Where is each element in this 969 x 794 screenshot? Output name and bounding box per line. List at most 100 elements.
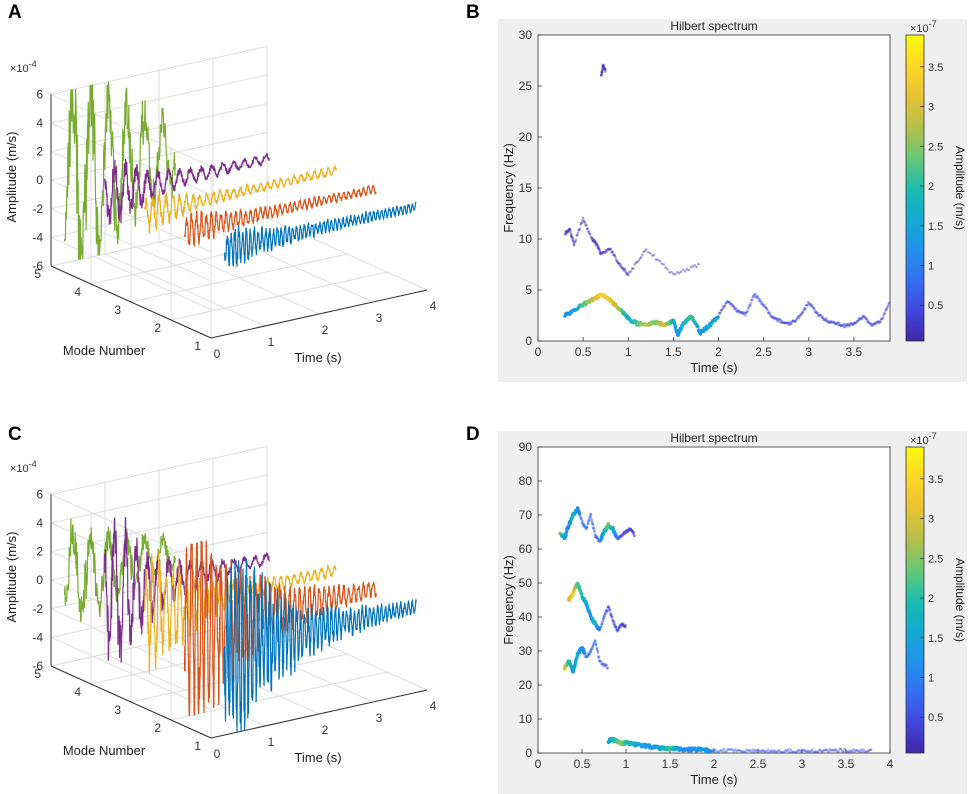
spectrum-point <box>754 748 757 752</box>
spectrum-point <box>589 235 593 239</box>
spectrum-point <box>601 252 604 255</box>
spectrum-point <box>618 624 621 627</box>
spectrum-point <box>768 311 771 314</box>
spectrum-point <box>622 625 626 629</box>
colorbar-label: Amplitude (m/s) <box>953 558 967 642</box>
spectrum-point <box>585 655 588 658</box>
mode-tick-label: 5 <box>34 667 41 681</box>
spectrum-point <box>594 241 598 244</box>
spectrum-point <box>712 749 716 753</box>
spectrum-point <box>617 261 620 265</box>
spectrum-point <box>617 536 620 539</box>
spectrum-point <box>574 240 577 243</box>
mode-tick-label: 1 <box>194 739 201 753</box>
spectrum-point <box>603 613 607 616</box>
spectrum-point <box>599 625 603 628</box>
amplitude-tick-label: 0 <box>36 573 43 587</box>
spectrum-point <box>749 302 752 305</box>
spectrum-point <box>859 316 863 320</box>
spectrum-point <box>877 321 881 325</box>
spectrum-point <box>739 310 742 314</box>
spectrum-point <box>609 613 612 617</box>
spectrum-point <box>597 656 600 659</box>
spectrum-point <box>818 314 821 317</box>
spectrum-point <box>817 313 821 317</box>
spectrum-point <box>583 220 586 224</box>
spectrum-point <box>710 749 714 752</box>
spectrum-point <box>871 324 874 328</box>
spectrum-point <box>807 749 810 753</box>
spectrum-point <box>611 618 614 621</box>
spectrum-point <box>737 309 740 313</box>
floor-grid-time-line <box>158 241 320 315</box>
spectrum-point <box>800 749 804 752</box>
spectrum-point <box>624 530 627 533</box>
spectrum-point <box>767 311 771 315</box>
spectrum-point <box>603 251 606 254</box>
x-tick-label: 2 <box>715 345 722 359</box>
spectrum-point <box>595 644 598 647</box>
spectrum-point <box>757 299 761 303</box>
spectrum-point <box>735 310 738 313</box>
chart-title: Hilbert spectrum <box>670 431 757 445</box>
spectrum-point <box>833 321 836 325</box>
spectrum-point <box>820 316 823 320</box>
spectrum-point <box>776 318 780 321</box>
spectrum-point <box>681 268 685 271</box>
spectrum-point <box>781 321 785 325</box>
spectrum-point <box>595 647 599 650</box>
spectrum-point <box>606 606 610 609</box>
spectrum-point <box>744 311 748 315</box>
spectrum-point <box>858 750 862 754</box>
spectrum-point <box>768 313 772 316</box>
spectrum-point <box>827 750 830 753</box>
spectrum-trace-2 <box>563 216 700 276</box>
spectrum-point <box>760 749 764 752</box>
spectrum-point <box>593 529 596 533</box>
x-axis-label: Time (s) <box>690 772 737 787</box>
spectrum-point <box>595 535 598 539</box>
spectrum-point <box>566 229 569 233</box>
spectrum-point <box>574 238 578 241</box>
spectrum-point <box>616 537 620 541</box>
spectrum-point <box>752 294 756 298</box>
spectrum-point <box>581 522 585 526</box>
spectrum-point <box>876 320 880 323</box>
spectrum-point <box>771 316 774 320</box>
spectrum-point <box>715 750 718 753</box>
spectrum-point <box>815 310 818 314</box>
spectrum-point <box>731 303 734 307</box>
spectrum-point <box>802 308 805 312</box>
spectrum-point <box>726 300 730 304</box>
y-tick-label: 0 <box>525 746 532 760</box>
spectrum-point <box>632 267 635 270</box>
spectrum-point <box>572 243 576 247</box>
spectrum-point <box>601 250 605 254</box>
spectrum-point <box>836 321 840 325</box>
y-tick-label: 25 <box>519 79 533 93</box>
spectrum-point <box>615 628 619 631</box>
plot-area <box>537 446 891 754</box>
spectrum-point <box>823 318 827 322</box>
spectrum-point <box>602 67 606 70</box>
spectrum-point <box>810 304 813 308</box>
spectrum-point <box>849 749 853 753</box>
spectrum-point <box>597 245 600 248</box>
spectrum-point <box>815 311 819 315</box>
spectrum-point <box>868 322 872 325</box>
spectrum-point <box>603 67 606 70</box>
spectrum-point <box>868 321 871 324</box>
spectrum-point <box>841 324 844 328</box>
spectrum-point <box>714 748 717 751</box>
spectrum-point <box>597 246 600 249</box>
spectrum-point <box>666 268 669 271</box>
colorbar <box>905 34 925 342</box>
mode-1-signal-line <box>223 558 417 733</box>
spectrum-point <box>602 64 606 67</box>
spectrum-point <box>626 530 629 534</box>
spectrum-point <box>585 525 589 529</box>
spectrum-point <box>606 522 611 526</box>
spectrum-point <box>590 647 594 651</box>
spectrum-point <box>578 228 581 232</box>
spectrum-point <box>717 311 721 315</box>
